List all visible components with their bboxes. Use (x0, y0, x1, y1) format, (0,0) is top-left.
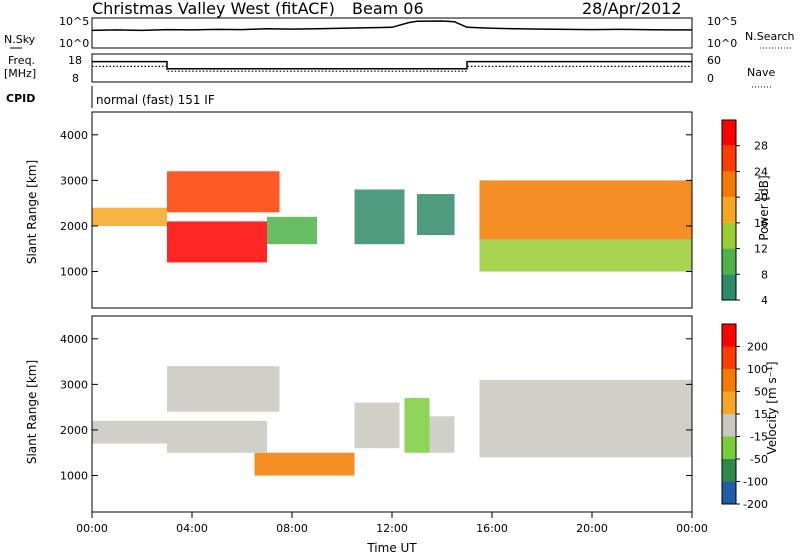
power-band-1 (167, 171, 280, 213)
power-colorbar-label-5: 8 (761, 268, 768, 281)
velocity-colorbar-label-2: 50 (754, 386, 768, 399)
power-band-2 (167, 221, 267, 263)
power-ytick-label-3000: 3000 (60, 174, 88, 187)
velocity-colorbar-label-3: 15 (754, 408, 768, 421)
power-ytick-label-4000: 4000 (60, 129, 88, 142)
velocity-colorbar-label-0: 200 (747, 341, 768, 354)
power-colorbar-segment-6 (722, 274, 736, 300)
power-colorbar-label-3: 16 (754, 217, 768, 230)
x-tick-label-3: 12:00 (376, 522, 408, 535)
time-axis: 00:00 04:00 08:00 12:00 16:00 20:00 00:00 (76, 512, 708, 535)
velocity-colorbar-label-1: 100 (747, 363, 768, 376)
frequency-panel: Freq. [MHz] 18 8 60 0 Nave (4, 53, 775, 88)
velocity-ytick-label-2000: 2000 (60, 424, 88, 437)
velocity-colorbar-label-6: -100 (743, 476, 768, 489)
freq-right-tick-bottom: 0 (707, 72, 714, 85)
velocity-colorbar-label-5: -50 (750, 453, 768, 466)
x-tick-label-5: 20:00 (576, 522, 608, 535)
power-colorbar-label-1: 24 (754, 165, 768, 178)
power-band-7 (479, 239, 692, 272)
power-colorbar-segment-4 (722, 222, 736, 249)
x-tick-label-2: 08:00 (276, 522, 308, 535)
velocity-colorbar-label-4: -15 (750, 431, 768, 444)
power-band-3 (267, 216, 317, 245)
power-colorbar-segment-5 (722, 248, 736, 275)
frequency-panel-frame (91, 53, 693, 83)
power-colorbar-label: Power [dB] (757, 175, 771, 240)
velocity-colorbar-segment-7 (722, 481, 736, 504)
freq-label-line1: Freq. (8, 54, 35, 67)
power-colorbar-label-4: 12 (754, 243, 768, 256)
velocity-band-2 (167, 420, 267, 453)
power-band-6 (479, 180, 692, 240)
x-tick-label-6: 00:00 (676, 522, 708, 535)
velocity-ylabel: Slant Range [km] (25, 360, 39, 464)
freq-left-tick-top: 18 (68, 54, 82, 67)
noise-panel-frame (91, 17, 693, 49)
velocity-colorbar-segment-5 (722, 436, 736, 459)
velocity-band-1 (167, 366, 280, 412)
noise-panel: N.Sky 10^5 10^0 10^5 10^0 N.Search (4, 15, 795, 50)
power-band-5 (417, 194, 455, 236)
velocity-panel: 1000 2000 3000 4000 Slant Range [km] 200 100… (25, 315, 779, 513)
velocity-colorbar-segment-4 (722, 414, 736, 437)
noise-series-line (91, 20, 692, 32)
velocity-band-3 (254, 452, 355, 476)
noise-left-tick-bottom: 10^0 (59, 37, 89, 50)
freq-label-line2: [MHz] (4, 67, 36, 80)
power-colorbar-label-6: 4 (761, 294, 768, 307)
nsky-label: N.Sky (4, 33, 36, 46)
nsearch-label: N.Search (745, 30, 795, 43)
velocity-colorbar-segment-3 (722, 391, 736, 414)
power-ytick-label-1000: 1000 (60, 266, 88, 279)
cpid-row: CPID normal (fast) 151 IF (6, 86, 215, 108)
velocity-band-0 (92, 420, 167, 444)
power-colorbar-segment-2 (722, 171, 736, 198)
power-band-4 (354, 189, 405, 245)
velocity-colorbar-segment-0 (722, 324, 736, 347)
velocity-ytick-label-4000: 4000 (60, 333, 88, 346)
freq-right-tick-top: 60 (707, 54, 721, 67)
power-panel: 1000 2000 3000 4000 Slant Range [km] 28 24 20… (25, 111, 771, 309)
noise-left-tick-top: 10^5 (59, 15, 89, 28)
noise-right-tick-top: 10^5 (707, 15, 737, 28)
mode-label: normal (fast) 151 IF (96, 93, 215, 107)
beam-label: Beam 06 (352, 0, 424, 18)
power-ylabel: Slant Range [km] (25, 160, 39, 264)
date-label: 28/Apr/2012 (582, 0, 682, 18)
nave-label: Nave (747, 66, 775, 79)
velocity-band-5 (404, 398, 430, 453)
power-colorbar-label-2: 20 (754, 191, 768, 204)
velocity-colorbar-segment-2 (722, 369, 736, 392)
power-panel-frame (91, 111, 693, 309)
velocity-colorbar-label-7: -200 (743, 498, 768, 511)
station-title: Christmas Valley West (fitACF) (92, 0, 335, 18)
velocity-colorbar-segment-1 (722, 346, 736, 369)
power-colorbar-segment-1 (722, 145, 736, 172)
x-tick-label-1: 04:00 (176, 522, 208, 535)
velocity-band-4 (354, 402, 400, 449)
cpid-label: CPID (6, 92, 35, 105)
power-colorbar-segment-0 (722, 120, 736, 146)
velocity-colorbar-frame (721, 323, 737, 505)
xaxis-label: Time UT (366, 541, 417, 554)
velocity-band-6 (429, 416, 455, 453)
velocity-band-7 (479, 379, 692, 458)
freq-left-tick-bottom: 8 (72, 72, 79, 85)
power-band-0 (92, 207, 167, 226)
velocity-ytick-label-3000: 3000 (60, 378, 88, 391)
power-colorbar-frame (721, 119, 737, 301)
frequency-series-line (92, 60, 692, 70)
velocity-colorbar-segment-6 (722, 459, 736, 482)
velocity-colorbar-label: Velocity [m s⁻¹] (765, 361, 779, 454)
power-colorbar-label-0: 28 (754, 140, 768, 153)
noise-right-tick-bottom: 10^0 (707, 37, 737, 50)
x-tick-label-0: 00:00 (76, 522, 108, 535)
power-colorbar-segment-3 (722, 197, 736, 223)
x-tick-label-4: 16:00 (476, 522, 508, 535)
velocity-ytick-label-1000: 1000 (60, 470, 88, 483)
power-ytick-label-2000: 2000 (60, 220, 88, 233)
